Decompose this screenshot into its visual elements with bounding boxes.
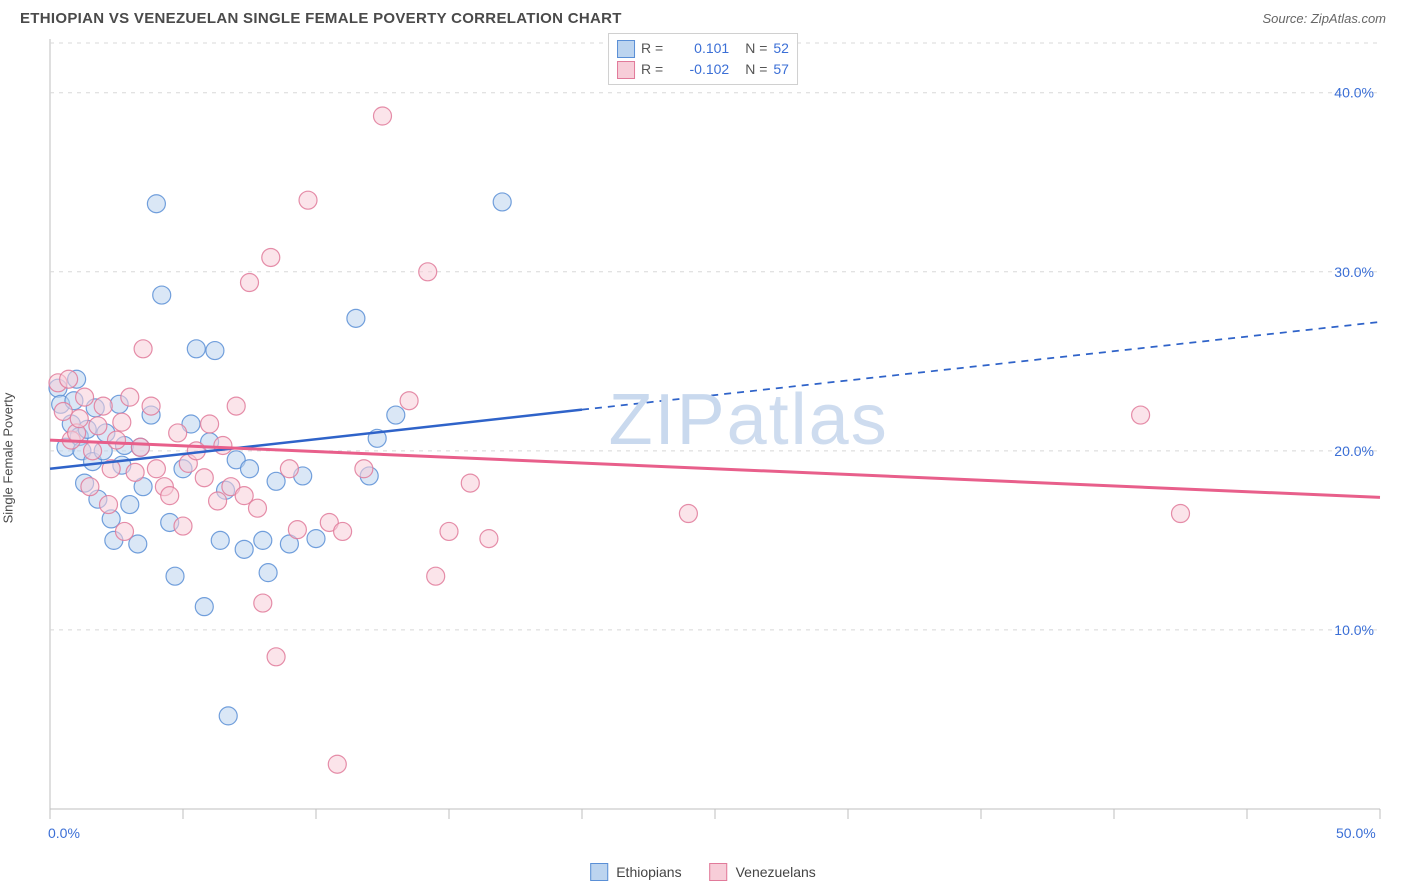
svg-text:20.0%: 20.0% xyxy=(1334,443,1374,459)
legend-swatch xyxy=(710,863,728,881)
legend-item: Ethiopians xyxy=(590,863,681,881)
legend-stats-row: R = 0.101 N =52 xyxy=(617,38,789,59)
svg-text:10.0%: 10.0% xyxy=(1334,622,1374,638)
correlation-legend: R = 0.101 N =52R = -0.102 N =57 xyxy=(608,33,798,85)
x-axis-min-label: 0.0% xyxy=(48,825,80,841)
chart-area: Single Female Poverty 10.0% 20.0% 30.0% 40.… xyxy=(0,33,1406,883)
svg-text:40.0%: 40.0% xyxy=(1334,85,1374,101)
legend-item: Venezuelans xyxy=(710,863,816,881)
chart-title: ETHIOPIAN VS VENEZUELAN SINGLE FEMALE PO… xyxy=(20,10,622,27)
chart-header: ETHIOPIAN VS VENEZUELAN SINGLE FEMALE PO… xyxy=(0,0,1406,33)
legend-swatch xyxy=(617,40,635,58)
y-axis-label: Single Female Poverty xyxy=(1,393,16,524)
chart-source: Source: ZipAtlas.com xyxy=(1262,11,1386,26)
legend-swatch xyxy=(590,863,608,881)
legend-swatch xyxy=(617,61,635,79)
scatter-plot-svg: 10.0% 20.0% 30.0% 40.0% xyxy=(0,33,1406,853)
x-axis-max-label: 50.0% xyxy=(1336,825,1376,841)
svg-text:30.0%: 30.0% xyxy=(1334,264,1374,280)
series-legend: Ethiopians Venezuelans xyxy=(590,863,816,881)
legend-stats-row: R = -0.102 N =57 xyxy=(617,59,789,80)
